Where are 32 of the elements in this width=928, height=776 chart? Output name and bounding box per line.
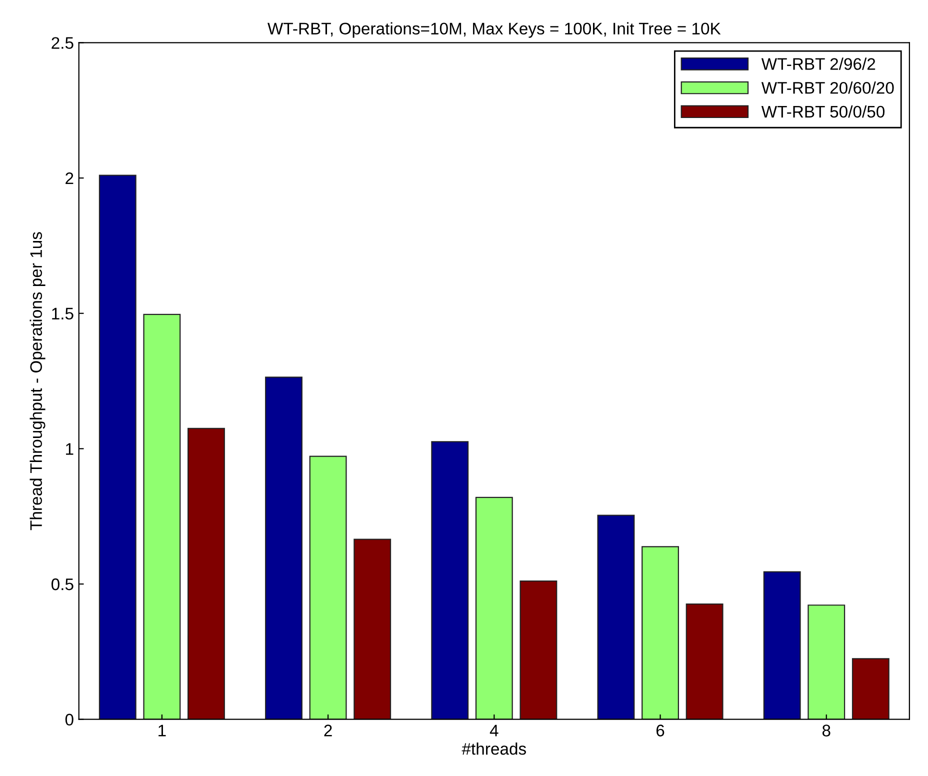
- bar: [309, 456, 347, 720]
- x-tick-label: 2: [324, 724, 332, 736]
- y-tick-label: 1: [66, 443, 74, 455]
- y-tick-label: 0.5: [52, 578, 74, 590]
- legend-label: WT-RBT 20/60/20: [761, 82, 894, 94]
- x-tick-label: 8: [822, 724, 830, 736]
- bar: [431, 441, 469, 720]
- y-axis-title: Thread Throughput - Operations per 1us: [30, 232, 46, 530]
- bar: [188, 428, 225, 720]
- bar: [143, 314, 181, 720]
- bar: [686, 603, 724, 720]
- bar: [852, 658, 890, 720]
- y-tick-label: 2.5: [52, 37, 74, 49]
- x-tick-label: 6: [656, 724, 664, 736]
- bar: [763, 571, 801, 720]
- bar: [354, 538, 392, 720]
- y-tick-label: 2: [66, 172, 74, 184]
- x-tick-label: 4: [490, 724, 498, 736]
- y-tick-label: 1.5: [52, 308, 74, 320]
- bar: [520, 580, 558, 720]
- legend-label: WT-RBT 50/0/50: [761, 105, 885, 118]
- x-axis-title: #threads: [462, 742, 526, 755]
- y-tick-label: 0: [65, 714, 74, 726]
- bar: [642, 546, 679, 720]
- bar: [475, 496, 513, 720]
- bar: [98, 174, 136, 720]
- bar: [265, 376, 302, 720]
- bar: [597, 514, 635, 720]
- legend-label: WT-RBT 2/96/2: [761, 58, 876, 70]
- x-tick-label: 1: [158, 724, 166, 736]
- chart-title: WT-RBT, Operations=10M, Max Keys = 100K, Init Tree = 10K: [268, 22, 721, 38]
- bar: [808, 604, 846, 720]
